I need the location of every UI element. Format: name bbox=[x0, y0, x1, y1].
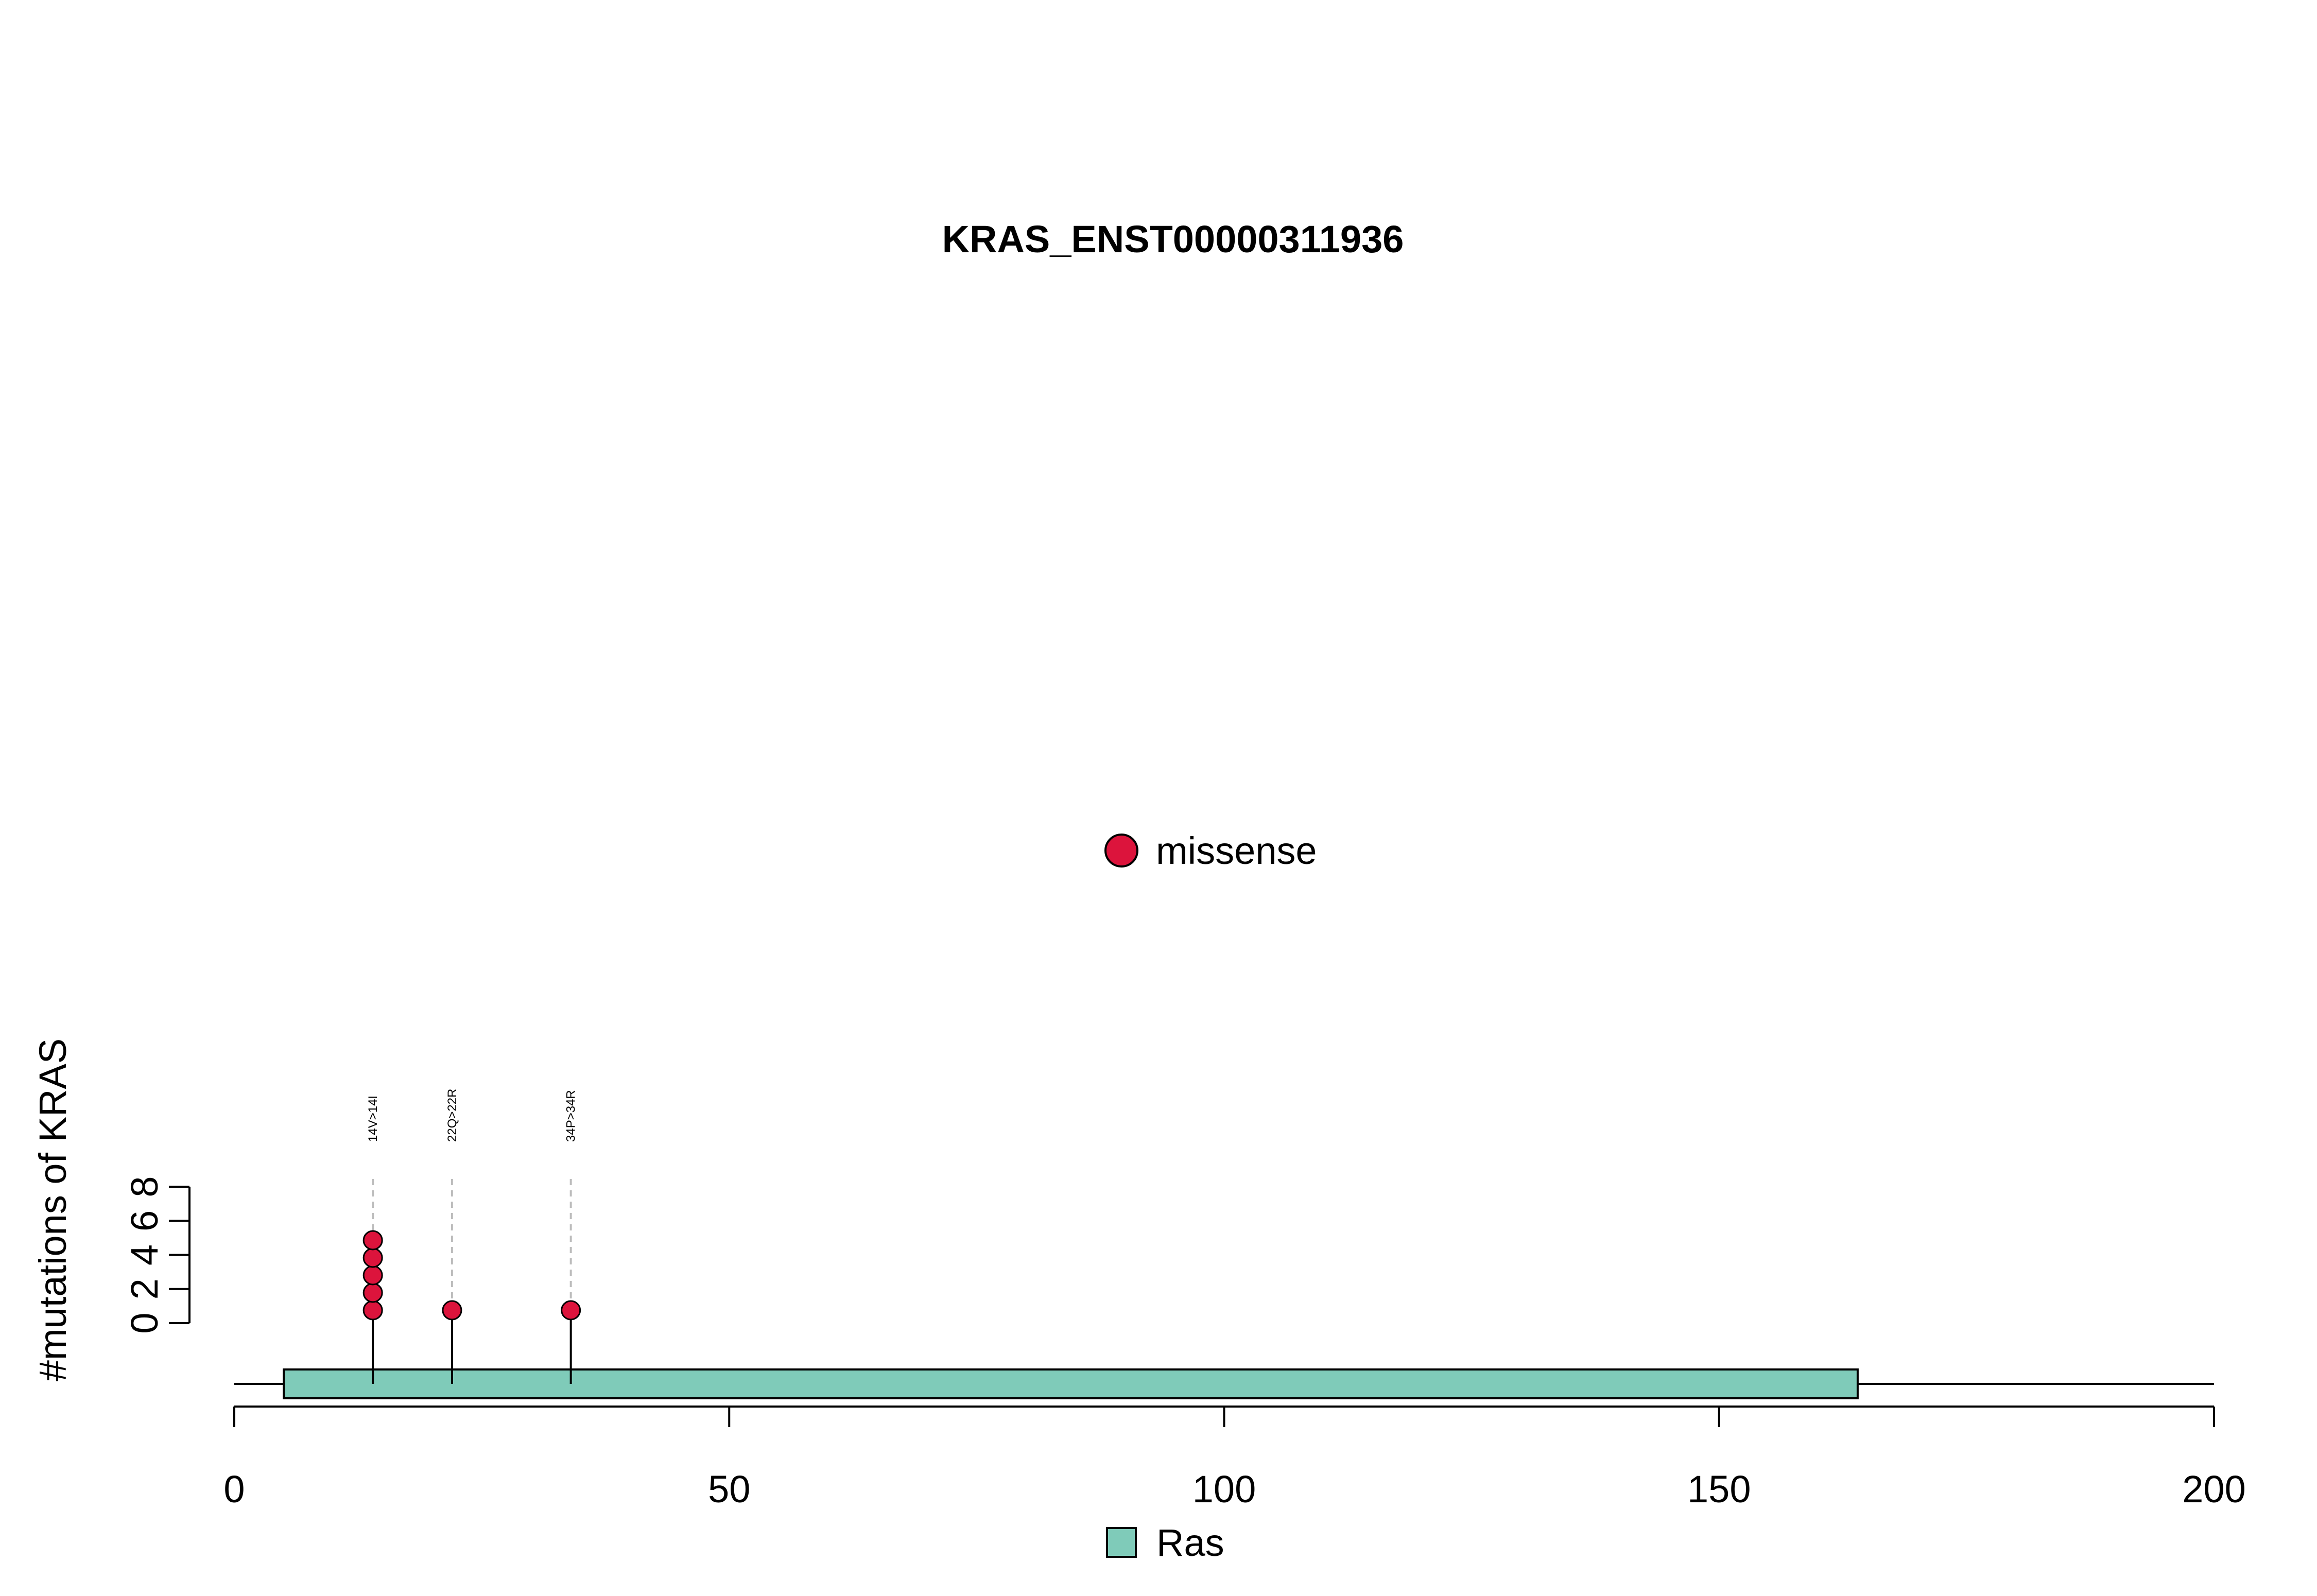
mutation-point bbox=[362, 1265, 383, 1286]
legend-missense-marker bbox=[1104, 834, 1138, 868]
mutation-point bbox=[362, 1300, 383, 1321]
mutation-point bbox=[362, 1230, 383, 1251]
chart-title: KRAS_ENST00000311936 bbox=[942, 218, 1404, 261]
y-tick-label: 2 bbox=[123, 1278, 166, 1299]
mutation-point bbox=[362, 1282, 383, 1303]
x-tick-label: 150 bbox=[1687, 1468, 1751, 1511]
x-tick-label: 50 bbox=[708, 1468, 750, 1511]
y-tick-label: 4 bbox=[123, 1244, 166, 1265]
y-axis-label: #mutations of KRAS bbox=[31, 1038, 74, 1381]
mutation-point bbox=[561, 1300, 581, 1321]
legend-ras-swatch bbox=[1106, 1527, 1137, 1558]
y-tick-label: 0 bbox=[123, 1312, 166, 1333]
mutation-label: 14V>14I bbox=[366, 1096, 380, 1142]
y-tick-label: 8 bbox=[123, 1176, 166, 1197]
x-tick-label: 100 bbox=[1192, 1468, 1256, 1511]
mutation-point bbox=[442, 1300, 462, 1321]
chart-marks: 0 50 100 150 200 0 2 4 6 8 14V>14I 22Q>22R 34P>34R mi… bbox=[123, 829, 2246, 1564]
x-tick-label: 200 bbox=[2182, 1468, 2245, 1511]
legend-ras-label: Ras bbox=[1156, 1521, 1224, 1564]
mutation-point bbox=[362, 1247, 383, 1268]
x-tick-label: 0 bbox=[223, 1468, 245, 1511]
y-tick-label: 6 bbox=[123, 1210, 166, 1231]
mutation-label: 22Q>22R bbox=[445, 1089, 459, 1142]
legend-missense-label: missense bbox=[1156, 829, 1317, 872]
mutation-label: 34P>34R bbox=[564, 1090, 578, 1142]
domain-box-ras bbox=[283, 1368, 1859, 1399]
